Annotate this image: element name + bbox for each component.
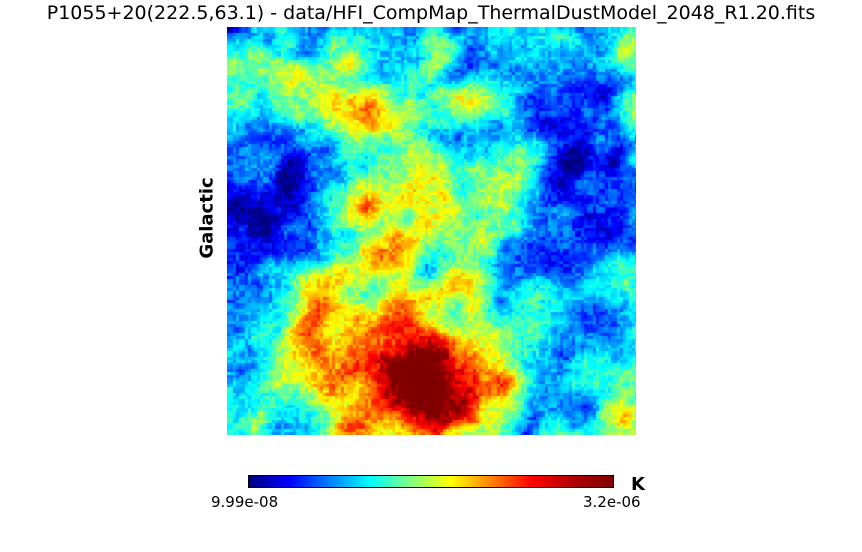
colorbar-unit: K — [631, 474, 645, 495]
healpix-map-image — [227, 27, 636, 435]
colorbar — [248, 475, 614, 488]
colorbar-min-label: 9.99e-08 — [211, 493, 279, 511]
map-title: P1055+20(222.5,63.1) - data/HFI_CompMap_… — [46, 2, 816, 24]
colorbar-max-label: 3.2e-06 — [583, 493, 641, 511]
coordinate-system-label: Galactic — [196, 177, 218, 259]
map-canvas — [227, 27, 636, 435]
